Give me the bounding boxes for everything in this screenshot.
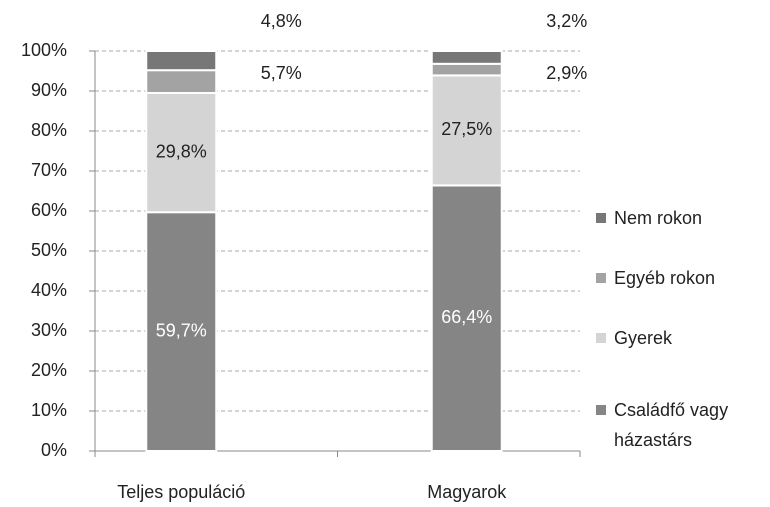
legend-label: Gyerek: [614, 328, 673, 348]
data-label: 4,8%: [261, 11, 302, 31]
data-label: 3,2%: [546, 11, 587, 31]
bar-segment: [430, 74, 503, 187]
y-tick-label: 10%: [31, 400, 67, 420]
y-tick-label: 40%: [31, 280, 67, 300]
y-tick-label: 50%: [31, 240, 67, 260]
bar-segment: [430, 184, 503, 452]
legend-swatch: [596, 213, 606, 223]
legend-swatch: [596, 273, 606, 283]
data-label: 5,7%: [261, 63, 302, 83]
y-tick-label: 0%: [41, 440, 67, 460]
legend-label: Egyéb rokon: [614, 268, 716, 288]
data-label: 29,8%: [156, 141, 207, 161]
data-label: 27,5%: [441, 119, 492, 139]
y-tick-label: 80%: [31, 120, 67, 140]
legend-item: Nem rokon: [596, 203, 766, 233]
y-tick-label: 70%: [31, 160, 67, 180]
legend-label: Nem rokon: [614, 208, 703, 228]
y-tick-label: 30%: [31, 320, 67, 340]
y-tick-label: 20%: [31, 360, 67, 380]
data-label: 66,4%: [441, 307, 492, 327]
legend-item: Gyerek: [596, 323, 766, 353]
legend-item: Családfő vagy házastárs: [596, 395, 766, 455]
y-tick-label: 100%: [21, 40, 67, 60]
bar-segment: [145, 69, 218, 94]
y-tick-label: 90%: [31, 80, 67, 100]
y-tick-label: 60%: [31, 200, 67, 220]
legend-swatch: [596, 405, 606, 415]
x-tick-label: Magyarok: [427, 482, 507, 502]
legend-item: Egyéb rokon: [596, 263, 766, 293]
legend-label: Családfő vagy házastárs: [614, 400, 729, 450]
bar-segment: [145, 50, 218, 72]
bar-segment: [145, 92, 218, 214]
x-tick-label: Teljes populáció: [117, 482, 245, 502]
bar-segment: [145, 211, 218, 452]
bar-segment: [430, 62, 503, 77]
data-label: 2,9%: [546, 63, 587, 83]
bar-segment: [430, 50, 503, 65]
data-label: 59,7%: [156, 320, 207, 340]
legend-swatch: [596, 333, 606, 343]
